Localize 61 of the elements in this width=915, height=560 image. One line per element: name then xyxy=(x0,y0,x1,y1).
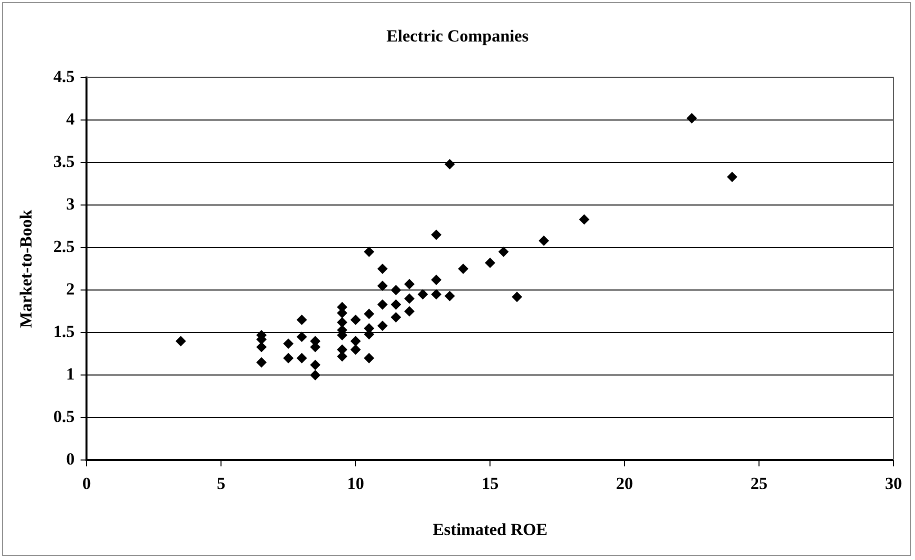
point xyxy=(444,291,455,302)
x-tick-label: 5 xyxy=(216,474,226,493)
point xyxy=(431,274,442,285)
point xyxy=(404,294,414,304)
point xyxy=(404,279,414,290)
point xyxy=(256,357,266,368)
y-tick-label: 1 xyxy=(66,364,75,384)
point xyxy=(418,289,428,300)
x-tick-label: 15 xyxy=(482,474,499,493)
point xyxy=(377,320,388,331)
point xyxy=(404,306,414,316)
point xyxy=(256,342,266,352)
y-tick-label: 3.5 xyxy=(53,152,75,171)
y-tick-label: 4 xyxy=(66,109,76,128)
point xyxy=(296,332,307,342)
point xyxy=(364,308,374,319)
x-tick-label: 20 xyxy=(616,474,634,493)
point xyxy=(458,264,468,274)
y-tick-label: 0.5 xyxy=(53,407,75,426)
y-tick-label: 0 xyxy=(66,450,75,469)
x-axis-title: Estimated ROE xyxy=(432,520,548,540)
point xyxy=(296,314,307,325)
point xyxy=(498,246,509,257)
point xyxy=(727,172,738,182)
point xyxy=(337,317,348,328)
point xyxy=(377,264,388,274)
point xyxy=(377,300,388,310)
x-tick-label: 0 xyxy=(82,474,91,493)
point xyxy=(364,353,374,364)
chart-title: Electric Companies xyxy=(386,26,529,46)
point xyxy=(296,353,307,364)
point xyxy=(444,159,455,170)
y-tick-label: 4.5 xyxy=(53,66,75,86)
point xyxy=(538,236,549,246)
point xyxy=(283,353,294,364)
point xyxy=(176,336,186,346)
point xyxy=(390,312,401,322)
y-tick-label: 3 xyxy=(66,194,75,214)
point xyxy=(485,258,496,268)
point xyxy=(350,344,361,355)
point xyxy=(431,289,442,300)
point xyxy=(512,292,522,302)
y-tick-label: 1.5 xyxy=(53,322,75,341)
point xyxy=(310,360,320,370)
point xyxy=(579,214,590,224)
point xyxy=(364,246,374,257)
point xyxy=(390,285,401,296)
point xyxy=(283,338,294,349)
point xyxy=(310,370,320,380)
point xyxy=(431,230,442,240)
point xyxy=(686,113,697,124)
x-tick-label: 25 xyxy=(750,474,768,493)
point xyxy=(350,336,361,346)
x-tick-label: 10 xyxy=(347,474,364,493)
point xyxy=(377,280,388,291)
y-axis-title: Market-to-Book xyxy=(16,209,36,328)
y-tick-label: 2.5 xyxy=(53,236,75,256)
x-tick-label: 30 xyxy=(885,474,902,493)
y-tick-label: 2 xyxy=(66,279,75,298)
point xyxy=(390,300,401,310)
point xyxy=(350,314,361,325)
